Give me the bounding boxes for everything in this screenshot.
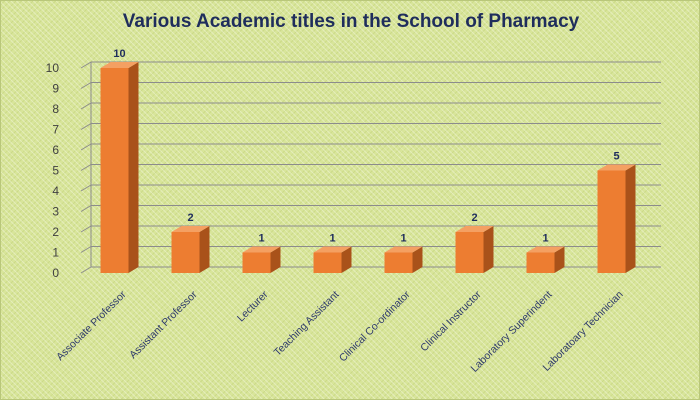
data-label: 10: [113, 48, 125, 60]
gridline-side: [80, 102, 92, 110]
y-tick-label: 6: [52, 143, 59, 157]
bars: [100, 62, 636, 273]
x-tick-label: Laboratoary Technician: [540, 289, 625, 374]
y-tick-label: 9: [52, 82, 59, 96]
x-tick-label: Teaching Assistant: [272, 289, 342, 359]
y-tick-label: 3: [52, 205, 59, 219]
bar: [526, 246, 565, 273]
x-tick-label: Lecturer: [235, 288, 271, 324]
y-tick-label: 2: [52, 225, 59, 239]
bar: [313, 246, 352, 273]
gridline-side: [80, 123, 92, 130]
data-label: 1: [542, 233, 548, 245]
gridline-side: [80, 205, 92, 212]
y-tick-label: 1: [52, 246, 59, 260]
gridline-side: [80, 246, 92, 253]
y-tick-label: 5: [52, 164, 59, 178]
bar: [100, 62, 139, 273]
data-label: 1: [329, 233, 335, 245]
bar: [384, 246, 423, 273]
gridline-side: [80, 266, 92, 274]
x-tick-label: Laboratory Superindent: [469, 289, 555, 375]
x-tick-label: Clinical Instructor: [418, 288, 484, 354]
x-tick-label: Assistant Professor: [127, 288, 200, 361]
chart-title: Various Academic titles in the School of…: [122, 11, 580, 32]
bar: [455, 226, 494, 273]
y-tick-label: 8: [52, 102, 59, 116]
y-tick-label: 7: [52, 123, 59, 137]
bar: [171, 226, 210, 273]
bar: [242, 246, 281, 273]
y-tick-label: 10: [46, 61, 60, 75]
x-tick-label: Clinical Co-ordinator: [337, 288, 413, 364]
gridlines: [80, 61, 661, 274]
gridline-side: [80, 184, 92, 192]
y-axis: 0 1 2 3 4 5 6 7 8 9 10: [46, 61, 60, 280]
x-tick-label: Associate Professor: [54, 288, 129, 363]
data-label: 2: [471, 212, 477, 224]
bar: [597, 164, 636, 273]
gridline-side: [80, 143, 92, 151]
y-tick-label: 0: [52, 266, 59, 280]
data-label: 1: [400, 233, 406, 245]
gridline-side: [80, 164, 92, 171]
gridline-side: [80, 82, 92, 89]
y-tick-label: 4: [52, 184, 59, 198]
gridline-side: [80, 61, 92, 69]
data-label: 2: [187, 212, 193, 224]
gridline-side: [80, 225, 92, 233]
data-label: 1: [258, 233, 264, 245]
data-label: 5: [613, 151, 619, 163]
data-labels: 10 2 1 1 1 2 1 5: [113, 48, 619, 245]
